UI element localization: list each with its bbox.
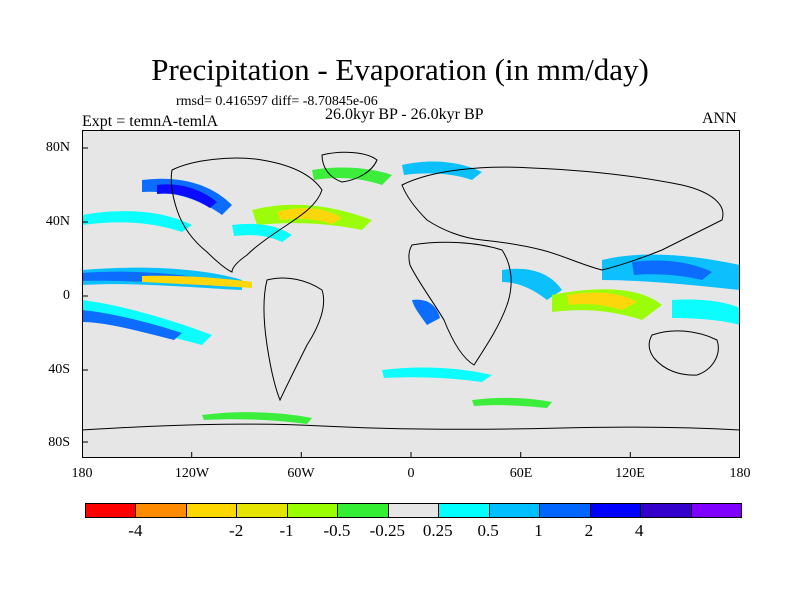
colorbar-label: 0.5 (477, 521, 499, 540)
colorbar-box (641, 504, 692, 517)
stats-line: rmsd= 0.416597 diff= -8.70845e-06 (176, 94, 378, 109)
colorbar-box (388, 504, 440, 517)
lat-tick-label: 40S (48, 362, 70, 377)
colorbar-box (489, 504, 541, 517)
tick-marks (82, 147, 631, 458)
lon-tick-label: 180 (729, 466, 751, 481)
lon-tick-label: 60W (287, 466, 315, 481)
colorbar-box (186, 504, 238, 517)
lon-tick-label: 60E (509, 466, 533, 481)
antarctica-coast (82, 423, 740, 431)
world-map (82, 130, 740, 458)
colorbar-box (237, 504, 288, 517)
south-america-coast (263, 277, 325, 402)
period-label: 26.0kyr BP - 26.0kyr BP (325, 106, 484, 123)
colorbar-label: -4 (128, 521, 143, 540)
africa-coast (408, 241, 512, 366)
colorbar-box (439, 504, 490, 517)
colorbar-label: -0.5 (323, 521, 351, 540)
colorbar-box (590, 504, 642, 517)
lat-tick-label: 80S (48, 435, 70, 450)
colorbar-label: -0.25 (369, 521, 406, 540)
field-shading (82, 161, 740, 424)
lat-tick-label: 40N (45, 214, 70, 229)
colorbar-box (136, 504, 187, 517)
lon-tick-label: 0 (407, 466, 415, 481)
greenland-coast (321, 151, 378, 183)
colorbar-box (338, 504, 389, 517)
colorbar-label: 2 (584, 521, 594, 540)
colorbar-label: -2 (229, 521, 244, 540)
north-america-coast (170, 157, 323, 273)
colorbar-label: -1 (279, 521, 294, 540)
season-label: ANN (702, 110, 737, 127)
lat-tick-label: 0 (63, 288, 70, 303)
lon-tick-label: 120E (615, 466, 645, 481)
colorbar-box (86, 504, 137, 517)
coastlines (82, 151, 740, 431)
australia-coast (648, 330, 719, 376)
map-title: Precipitation - Evaporation (in mm/day) (151, 52, 649, 87)
colorbar-box (287, 504, 339, 517)
experiment-label: Expt = temnA-temlA (82, 113, 219, 130)
colorbar-box (691, 504, 742, 517)
colorbar-label: 0.25 (422, 521, 453, 540)
colorbar-label: 4 (634, 521, 644, 540)
lat-tick-label: 80N (45, 140, 70, 155)
colorbar-box (540, 504, 591, 517)
lon-tick-label: 180 (71, 466, 93, 481)
eurasia-coast (401, 166, 724, 271)
colorbar (85, 503, 742, 518)
map-background (82, 130, 740, 458)
lon-tick-label: 120W (174, 466, 210, 481)
colorbar-label: 1 (534, 521, 543, 540)
